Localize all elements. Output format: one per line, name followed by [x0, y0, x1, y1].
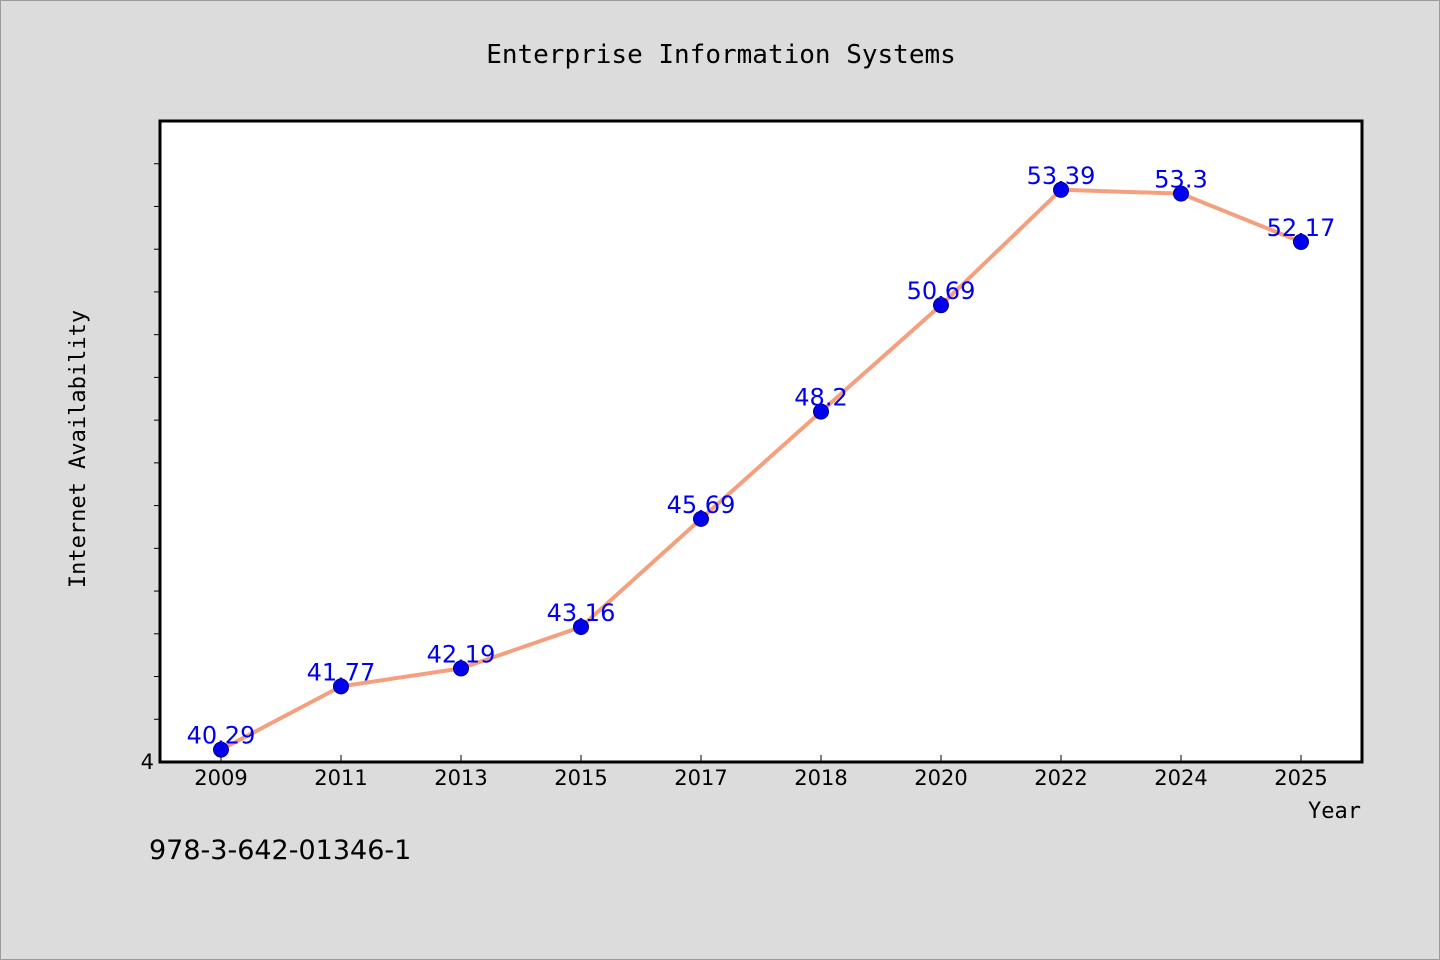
data-point-marker	[1293, 233, 1309, 250]
data-label: 50.69	[907, 277, 976, 305]
series-layer	[219, 187, 1303, 752]
data-point-marker	[1173, 185, 1189, 202]
marker-layer	[213, 181, 1309, 758]
data-point-marker	[813, 403, 829, 420]
x-tick-label: 2024	[1154, 766, 1207, 790]
data-label: 45.69	[667, 491, 736, 519]
data-label: 42.19	[427, 640, 496, 668]
data-point-marker	[573, 618, 589, 635]
data-point-marker	[693, 510, 709, 527]
x-axis-ticks: 2009 2011 2013 2015 2017 2018 2020 2022 2024 2025	[194, 755, 1328, 790]
x-tick-label: 2022	[1034, 766, 1087, 790]
plot-area	[160, 121, 1362, 762]
data-label: 43.16	[547, 599, 616, 627]
data-label: 52.17	[1267, 214, 1336, 242]
data-label-layer: 40.29 41.77 42.19 43.16 45.69 48.2 50.69 53.39 5…	[187, 162, 1336, 750]
data-point-marker	[213, 741, 229, 758]
series-line	[219, 187, 1303, 752]
data-label: 40.29	[187, 722, 256, 750]
x-tick-label: 2015	[554, 766, 607, 790]
x-tick-label: 2025	[1274, 766, 1327, 790]
data-label: 41.77	[307, 658, 376, 686]
y-tick-label: 4	[141, 750, 154, 774]
plot-frame	[158, 119, 1364, 764]
data-label: 48.2	[794, 384, 847, 412]
y-axis-label: Internet Availability	[66, 310, 91, 588]
y-axis-tick-labels: 4	[141, 750, 154, 774]
x-tick-label: 2013	[434, 766, 487, 790]
data-point-marker	[933, 297, 949, 314]
footnote-isbn: 978-3-642-01346-1	[149, 835, 412, 866]
data-label: 53.3	[1154, 166, 1207, 194]
data-point-marker	[453, 660, 469, 677]
x-tick-label: 2011	[314, 766, 367, 790]
chart-title: Enterprise Information Systems	[486, 40, 956, 70]
x-tick-label: 2020	[914, 766, 967, 790]
data-point-marker	[1053, 181, 1069, 198]
data-point-marker	[333, 678, 349, 695]
x-tick-label: 2017	[674, 766, 727, 790]
x-tick-label: 2009	[194, 766, 247, 790]
x-tick-label: 2018	[794, 766, 847, 790]
x-axis-label: Year	[1308, 799, 1361, 824]
data-label: 53.39	[1027, 162, 1096, 190]
